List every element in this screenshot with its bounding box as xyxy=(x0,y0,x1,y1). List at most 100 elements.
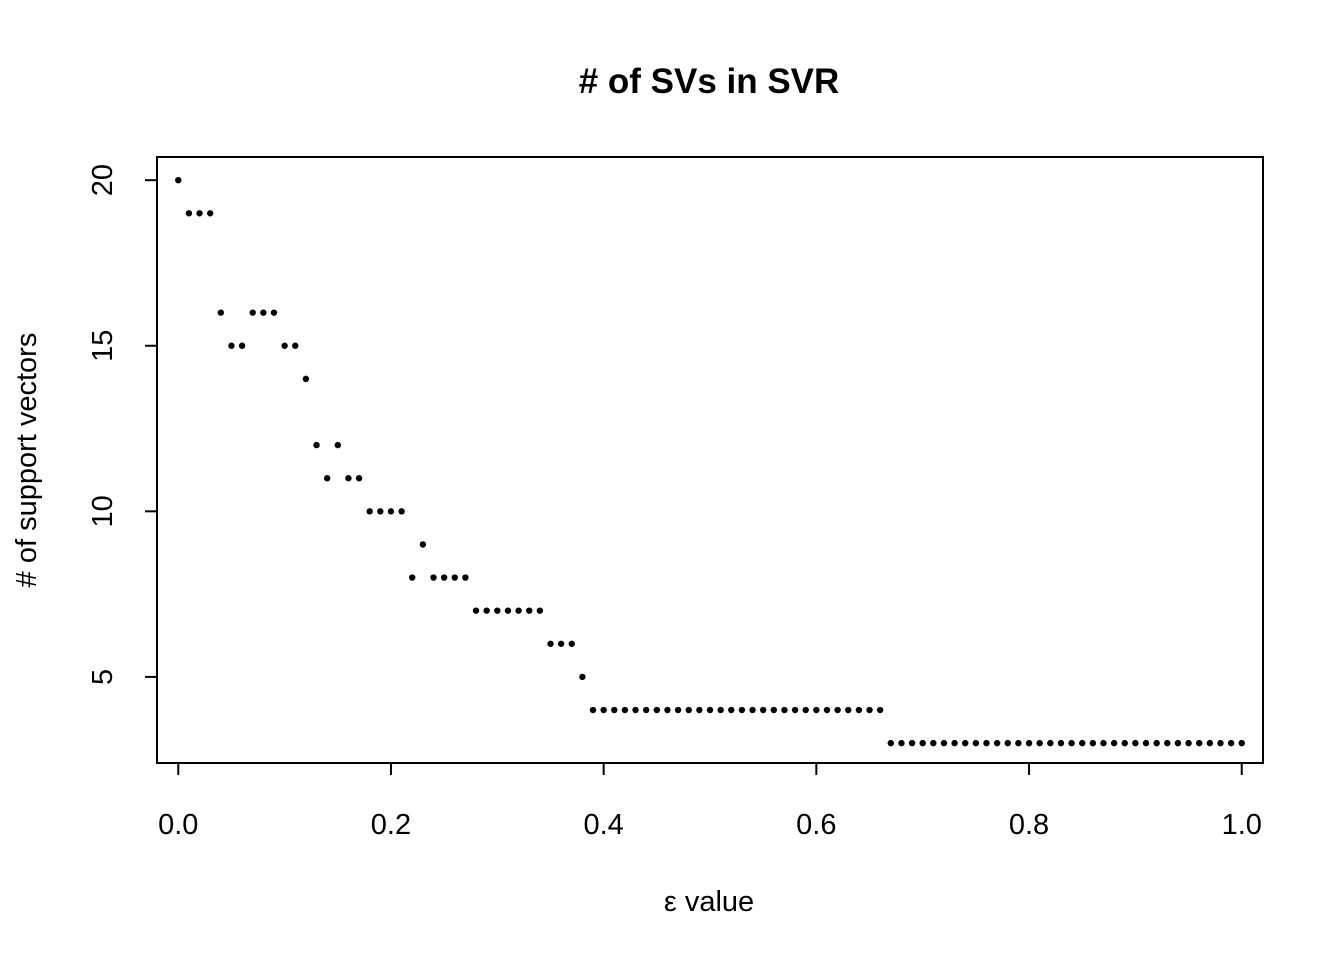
data-point xyxy=(238,342,246,349)
data-point xyxy=(345,475,352,482)
data-point xyxy=(1142,739,1150,747)
data-point xyxy=(1110,739,1118,747)
data-point xyxy=(547,640,554,647)
data-point xyxy=(611,706,618,714)
x-tick-label: 0.4 xyxy=(583,809,623,841)
x-tick-label: 0.8 xyxy=(1009,809,1049,841)
x-axis: 0.0 0.2 0.4 0.6 0.8 1.0 xyxy=(158,763,1262,841)
data-point xyxy=(951,739,958,747)
data-point xyxy=(313,441,320,449)
data-point xyxy=(642,706,650,714)
data-point xyxy=(632,706,639,714)
y-axis-label: # of support vectors xyxy=(11,333,43,588)
data-point xyxy=(217,309,225,316)
data-point xyxy=(366,508,373,515)
x-tick-label: 1.0 xyxy=(1222,809,1262,841)
data-point xyxy=(1089,739,1097,747)
data-point xyxy=(579,673,586,681)
data-point xyxy=(1238,739,1245,747)
data-point xyxy=(845,706,852,714)
y-tick-label: 5 xyxy=(87,669,119,685)
data-point xyxy=(930,739,937,747)
data-point xyxy=(717,706,724,714)
data-point xyxy=(834,706,841,714)
data-point xyxy=(228,342,235,349)
data-point xyxy=(451,574,458,581)
data-point xyxy=(898,739,905,747)
data-point xyxy=(270,309,278,316)
data-point xyxy=(1185,739,1192,747)
data-point xyxy=(302,375,310,383)
data-point xyxy=(962,739,969,747)
data-point xyxy=(462,574,469,581)
data-point xyxy=(1100,739,1107,747)
data-point xyxy=(419,541,427,548)
data-point xyxy=(1164,739,1171,747)
data-point xyxy=(759,706,767,714)
data-point xyxy=(919,739,926,747)
data-points xyxy=(175,176,1245,747)
data-point xyxy=(526,607,533,614)
data-point xyxy=(1121,739,1128,747)
data-point xyxy=(983,739,990,747)
data-point xyxy=(749,706,756,714)
data-point xyxy=(1227,739,1235,747)
data-point xyxy=(781,706,788,714)
data-point xyxy=(791,706,799,714)
data-point xyxy=(387,508,395,515)
data-point xyxy=(1015,739,1022,747)
data-point xyxy=(377,508,384,515)
data-point xyxy=(292,342,299,349)
data-point xyxy=(557,640,565,647)
data-point xyxy=(1195,739,1203,747)
data-point xyxy=(1153,739,1160,747)
data-point xyxy=(855,706,863,714)
data-point xyxy=(355,475,363,482)
data-point xyxy=(972,739,980,747)
y-tick-label: 10 xyxy=(87,495,119,527)
data-point xyxy=(1174,739,1182,747)
x-tick-label: 0.6 xyxy=(796,809,836,841)
data-point xyxy=(185,210,193,217)
data-point xyxy=(323,475,331,482)
data-point xyxy=(728,706,735,714)
data-point xyxy=(440,574,448,581)
data-point xyxy=(1079,739,1086,747)
data-point xyxy=(674,706,682,714)
y-tick-label: 15 xyxy=(87,330,119,362)
data-point xyxy=(494,607,501,614)
data-point xyxy=(600,706,607,714)
data-point xyxy=(908,739,916,747)
data-point xyxy=(589,706,597,714)
data-point xyxy=(196,210,203,217)
data-point xyxy=(1132,739,1139,747)
data-point xyxy=(472,607,480,614)
chart-title: # of SVs in SVR xyxy=(579,62,840,101)
y-tick-label: 20 xyxy=(87,164,119,196)
data-point xyxy=(621,706,629,714)
data-point xyxy=(568,640,575,647)
data-point xyxy=(409,574,416,581)
data-point xyxy=(866,706,873,714)
data-point xyxy=(260,309,267,316)
data-point xyxy=(1004,739,1011,747)
data-point xyxy=(536,607,544,614)
data-point xyxy=(515,607,522,614)
data-point xyxy=(770,706,778,714)
data-point xyxy=(685,706,692,714)
data-point xyxy=(504,607,512,614)
data-point xyxy=(483,607,490,614)
x-axis-label: ε value xyxy=(664,886,754,918)
x-tick-label: 0.2 xyxy=(371,809,411,841)
data-point xyxy=(281,342,288,349)
data-point xyxy=(1057,739,1065,747)
data-point xyxy=(876,706,884,714)
data-point xyxy=(802,706,809,714)
data-point xyxy=(430,574,437,581)
data-point xyxy=(334,441,341,449)
data-point xyxy=(398,508,405,515)
data-point xyxy=(175,176,182,184)
data-point xyxy=(813,706,820,714)
data-point xyxy=(1217,739,1224,747)
